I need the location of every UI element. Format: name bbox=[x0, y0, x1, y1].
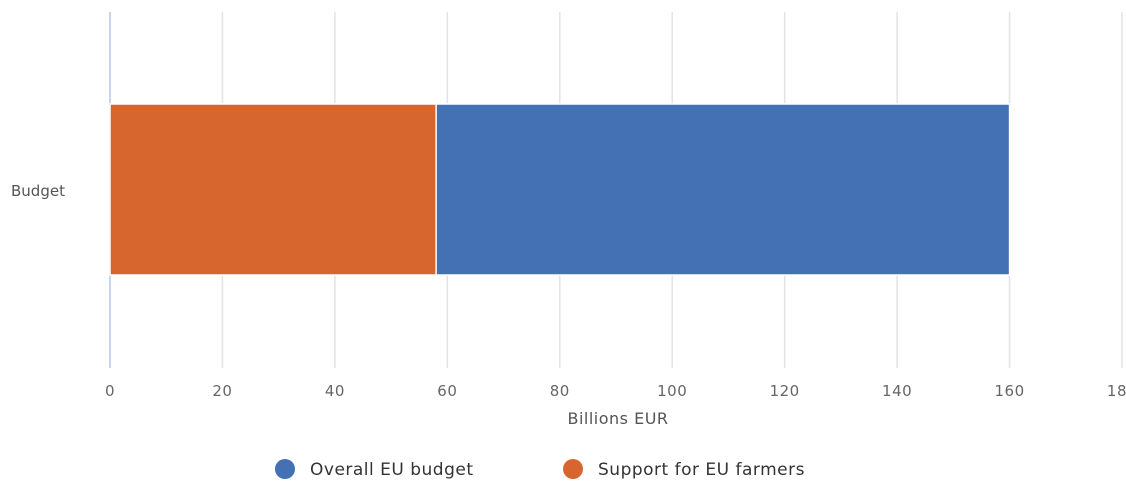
x-tick-label-120: 120 bbox=[770, 382, 800, 400]
category-label-budget: Budget bbox=[11, 182, 65, 200]
x-tick-label-0: 0 bbox=[105, 382, 115, 400]
x-tick-label-140: 140 bbox=[882, 382, 912, 400]
legend: Overall EU budget Support for EU farmers bbox=[275, 459, 805, 480]
legend-label-support-for-eu-farmers: Support for EU farmers bbox=[598, 460, 805, 480]
x-tick-label-60: 60 bbox=[437, 382, 457, 400]
x-axis-tick-labels: 0 20 40 60 80 100 120 140 160 180 bbox=[105, 382, 1126, 400]
bar-support-for-eu-farmers[interactable] bbox=[109, 103, 437, 276]
legend-marker-overall-eu-budget bbox=[275, 459, 295, 479]
x-tick-label-160: 160 bbox=[994, 382, 1024, 400]
x-tick-label-80: 80 bbox=[550, 382, 570, 400]
legend-item-support-for-eu-farmers[interactable]: Support for EU farmers bbox=[563, 459, 805, 480]
legend-marker-support-for-eu-farmers bbox=[563, 459, 583, 479]
x-tick-label-180: 180 bbox=[1107, 382, 1126, 400]
x-tick-label-20: 20 bbox=[212, 382, 232, 400]
legend-label-overall-eu-budget: Overall EU budget bbox=[310, 460, 474, 480]
x-axis-title: Billions EUR bbox=[567, 409, 668, 428]
x-tick-label-100: 100 bbox=[657, 382, 687, 400]
bars bbox=[109, 103, 1011, 276]
x-tick-label-40: 40 bbox=[325, 382, 345, 400]
legend-item-overall-eu-budget[interactable]: Overall EU budget bbox=[275, 459, 474, 480]
